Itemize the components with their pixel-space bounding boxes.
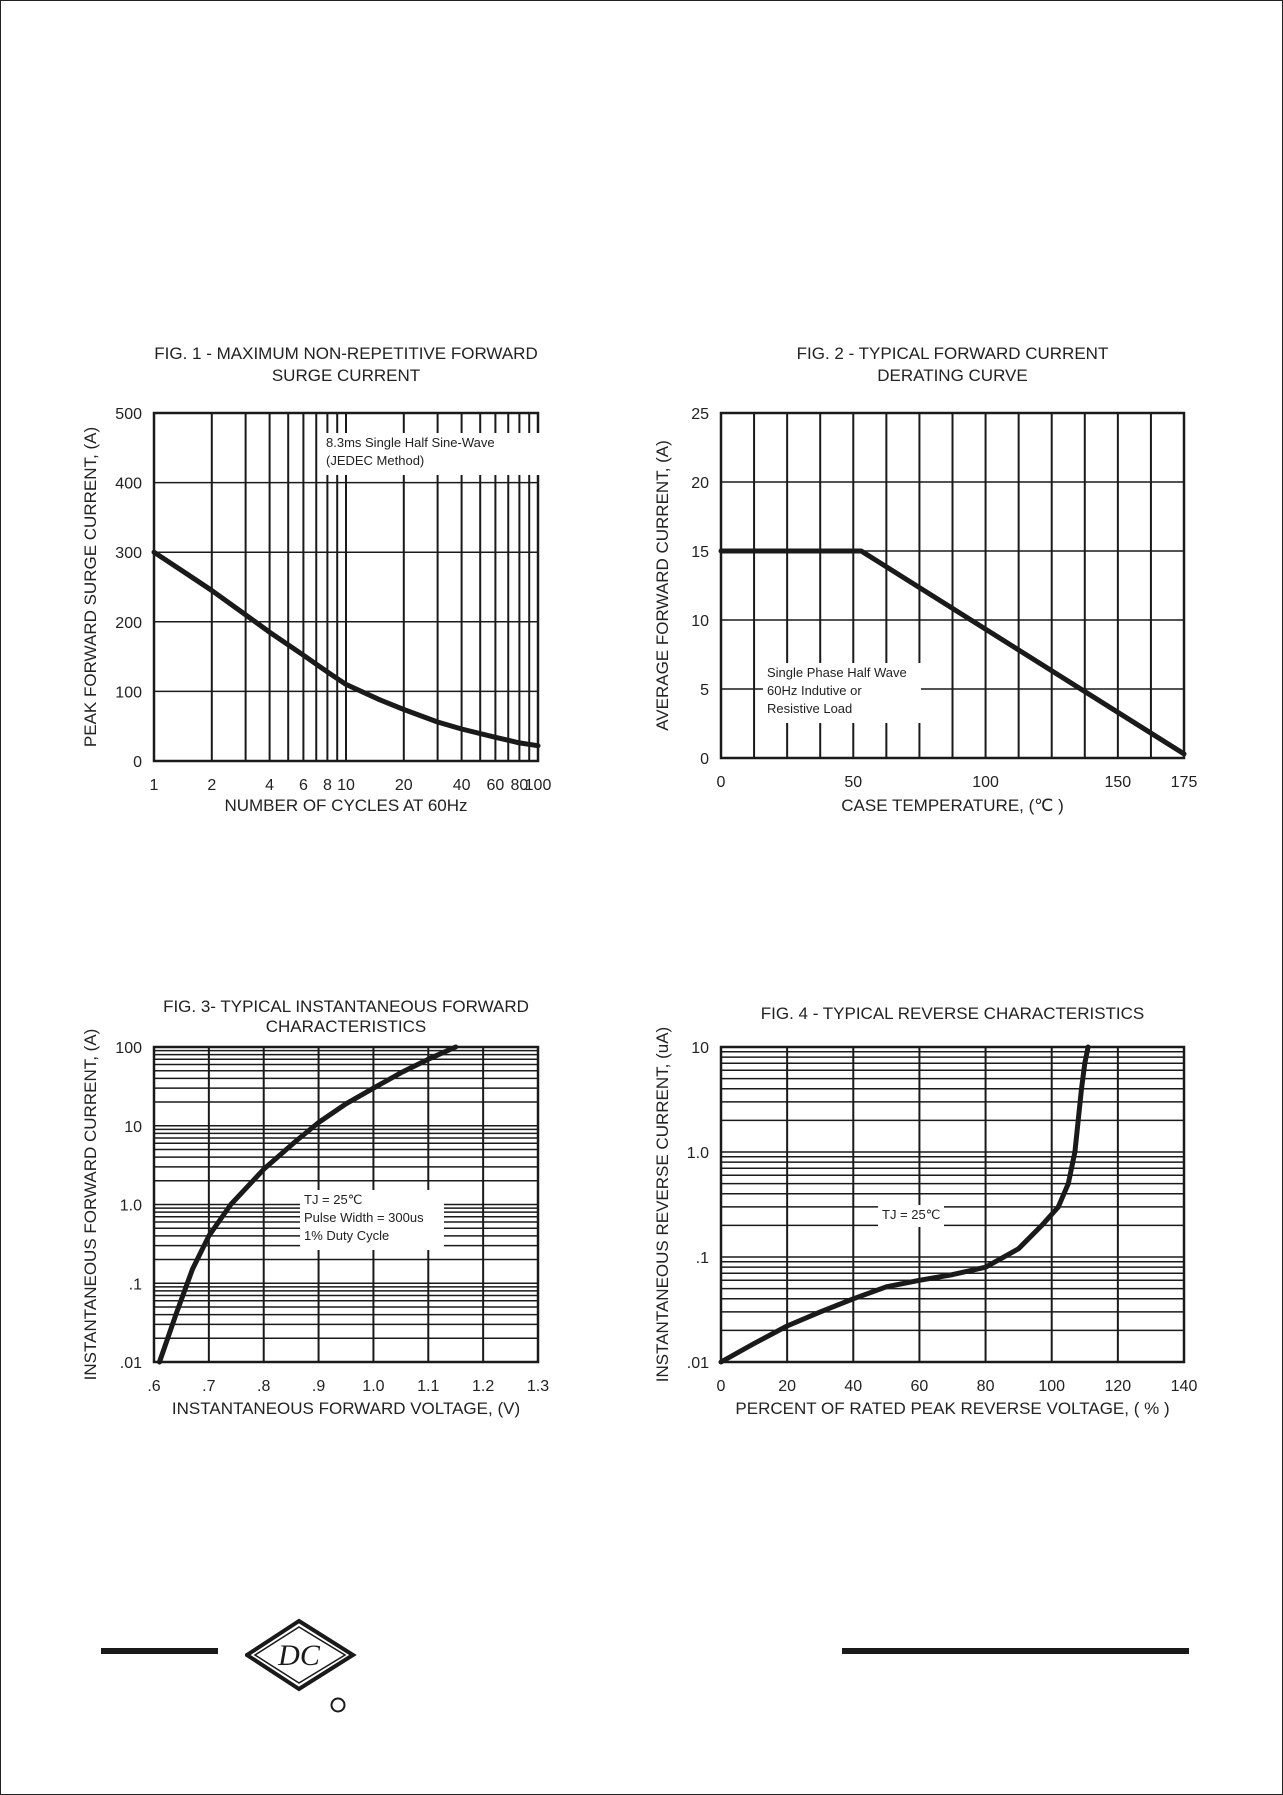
fig2-y-axis-label: AVERAGE FORWARD CURRENT, (A) xyxy=(653,440,672,731)
fig1-x-tick-label: 80 xyxy=(510,777,528,794)
fig2-annotation-line: 60Hz Indutive or xyxy=(767,683,862,698)
fig4-y-tick-label: 1.0 xyxy=(687,1145,709,1162)
fig4-y-tick-label: 10 xyxy=(691,1040,709,1057)
fig1-y-tick-label: 0 xyxy=(133,754,142,771)
fig2-y-tick-label: 10 xyxy=(691,613,709,630)
fig4-x-tick-label: 0 xyxy=(717,1378,726,1395)
fig3-x-tick-label: .7 xyxy=(202,1378,215,1395)
fig2-y-tick-label: 20 xyxy=(691,475,709,492)
fig3-series-line xyxy=(157,1044,459,1365)
fig4-y-tick-label: .01 xyxy=(687,1355,709,1372)
fig2-x-tick-label: 175 xyxy=(1171,774,1198,791)
fig1-plot-frame xyxy=(152,411,540,763)
fig2-y-tick-label: 15 xyxy=(691,544,709,561)
fig2-annotation-line: Single Phase Half Wave xyxy=(767,665,907,680)
fig4-plot-frame xyxy=(719,1045,1186,1364)
fig1-title-line2: SURGE CURRENT xyxy=(272,366,420,385)
fig4-x-tick-label: 60 xyxy=(911,1378,929,1395)
fig4-x-tick-label: 20 xyxy=(778,1378,796,1395)
fig4-x-tick-label: 80 xyxy=(977,1378,995,1395)
fig3-annotation-line: TJ = 25℃ xyxy=(304,1192,362,1207)
fig3-annotation-box xyxy=(300,1190,444,1250)
footer-rule-left xyxy=(101,1648,218,1654)
fig3-x-tick-label: 1.0 xyxy=(362,1378,384,1395)
fig2-annotation-box xyxy=(763,663,921,723)
fig2-y-tick-label: 5 xyxy=(700,682,709,699)
fig4-x-tick-label: 40 xyxy=(844,1378,862,1395)
fig1-x-tick-label: 8 xyxy=(323,777,332,794)
fig4-x-tick-label: 100 xyxy=(1038,1378,1065,1395)
fig3-x-tick-label: .9 xyxy=(312,1378,325,1395)
fig1-x-tick-label: 1 xyxy=(150,777,159,794)
fig1-y-tick-label: 500 xyxy=(115,406,142,423)
fig2-x-tick-label: 100 xyxy=(972,774,999,791)
fig3-x-tick-label: .8 xyxy=(257,1378,270,1395)
svg-text:DC: DC xyxy=(277,1639,321,1672)
fig4-title: FIG. 4 - TYPICAL REVERSE CHARACTERISTICS xyxy=(761,1004,1145,1023)
fig4-x-tick-label: 120 xyxy=(1105,1378,1132,1395)
fig1-x-axis-label: NUMBER OF CYCLES AT 60Hz xyxy=(224,796,467,815)
fig1-y-tick-label: 200 xyxy=(115,615,142,632)
fig2-annotation-line: Resistive Load xyxy=(767,701,852,716)
fig1-y-axis-label: PEAK FORWARD SURGE CURRENT, (A) xyxy=(81,427,100,747)
fig1-x-tick-label: 60 xyxy=(487,777,505,794)
company-logo: DC xyxy=(245,1618,357,1713)
fig1-series-line xyxy=(151,549,541,749)
fig3-x-tick-label: 1.2 xyxy=(472,1378,494,1395)
fig1-annotation-line: 8.3ms Single Half Sine-Wave xyxy=(326,435,495,450)
fig2-x-tick-label: 50 xyxy=(844,774,862,791)
fig3-title: FIG. 3- TYPICAL INSTANTANEOUS FORWARD xyxy=(163,997,529,1016)
fig4-x-axis-label: PERCENT OF RATED PEAK REVERSE VOLTAGE, (… xyxy=(735,1399,1169,1418)
fig2-series-line xyxy=(718,548,1187,757)
fig1-annotation-line: (JEDEC Method) xyxy=(326,453,424,468)
fig3-title-line2: CHARACTERISTICS xyxy=(266,1017,427,1036)
fig1-x-tick-label: 100 xyxy=(525,777,552,794)
fig1-x-tick-label: 2 xyxy=(207,777,216,794)
fig2-x-tick-label: 0 xyxy=(717,774,726,791)
fig2-y-tick-label: 0 xyxy=(700,751,709,768)
fig4-y-axis-label: INSTANTANEOUS REVERSE CURRENT, (uA) xyxy=(653,1027,672,1382)
fig3-y-tick-label: 10 xyxy=(124,1119,142,1136)
fig3-x-tick-label: 1.3 xyxy=(527,1378,549,1395)
fig3-y-tick-label: .1 xyxy=(129,1276,142,1293)
fig1-annotation-box xyxy=(322,433,544,475)
fig1-x-tick-label: 20 xyxy=(395,777,413,794)
fig3-annotation-line: Pulse Width = 300us xyxy=(304,1210,424,1225)
fig1-x-tick-label: 6 xyxy=(299,777,308,794)
fig1-y-tick-label: 400 xyxy=(115,476,142,493)
fig4-grid xyxy=(720,1046,1185,1363)
fig4-y-tick-label: .1 xyxy=(696,1250,709,1267)
fig1-title: FIG. 1 - MAXIMUM NON-REPETITIVE FORWARD xyxy=(154,344,537,363)
fig3-y-tick-label: 100 xyxy=(115,1040,142,1057)
fig3-y-tick-label: 1.0 xyxy=(120,1198,142,1215)
fig2-title: FIG. 2 - TYPICAL FORWARD CURRENT xyxy=(797,344,1109,363)
fig1-y-tick-label: 300 xyxy=(115,545,142,562)
footer-rule-right xyxy=(842,1648,1189,1654)
fig4-annotation-line: TJ = 25℃ xyxy=(882,1207,940,1222)
fig1-y-tick-label: 100 xyxy=(115,684,142,701)
fig3-plot-frame xyxy=(152,1045,540,1364)
fig2-x-tick-label: 150 xyxy=(1105,774,1132,791)
fig2-x-axis-label: CASE TEMPERATURE, (℃ ) xyxy=(841,796,1064,815)
fig1-x-tick-label: 10 xyxy=(337,777,355,794)
fig3-y-axis-label: INSTANTANEOUS FORWARD CURRENT, (A) xyxy=(81,1029,100,1381)
fig1-x-tick-label: 40 xyxy=(453,777,471,794)
fig3-annotation-line: 1% Duty Cycle xyxy=(304,1228,389,1243)
fig2-title-line2: DERATING CURVE xyxy=(877,366,1028,385)
fig3-y-tick-label: .01 xyxy=(120,1355,142,1372)
fig3-x-tick-label: 1.1 xyxy=(417,1378,439,1395)
fig3-x-axis-label: INSTANTANEOUS FORWARD VOLTAGE, (V) xyxy=(172,1399,520,1418)
fig2-y-tick-label: 25 xyxy=(691,406,709,423)
fig1-x-tick-label: 4 xyxy=(265,777,274,794)
fig4-series-line xyxy=(718,1044,1091,1365)
fig2-plot-frame xyxy=(719,411,1186,760)
fig3-x-tick-label: .6 xyxy=(147,1378,160,1395)
fig4-x-tick-label: 140 xyxy=(1171,1378,1198,1395)
fig4-annotation-box xyxy=(878,1205,944,1227)
